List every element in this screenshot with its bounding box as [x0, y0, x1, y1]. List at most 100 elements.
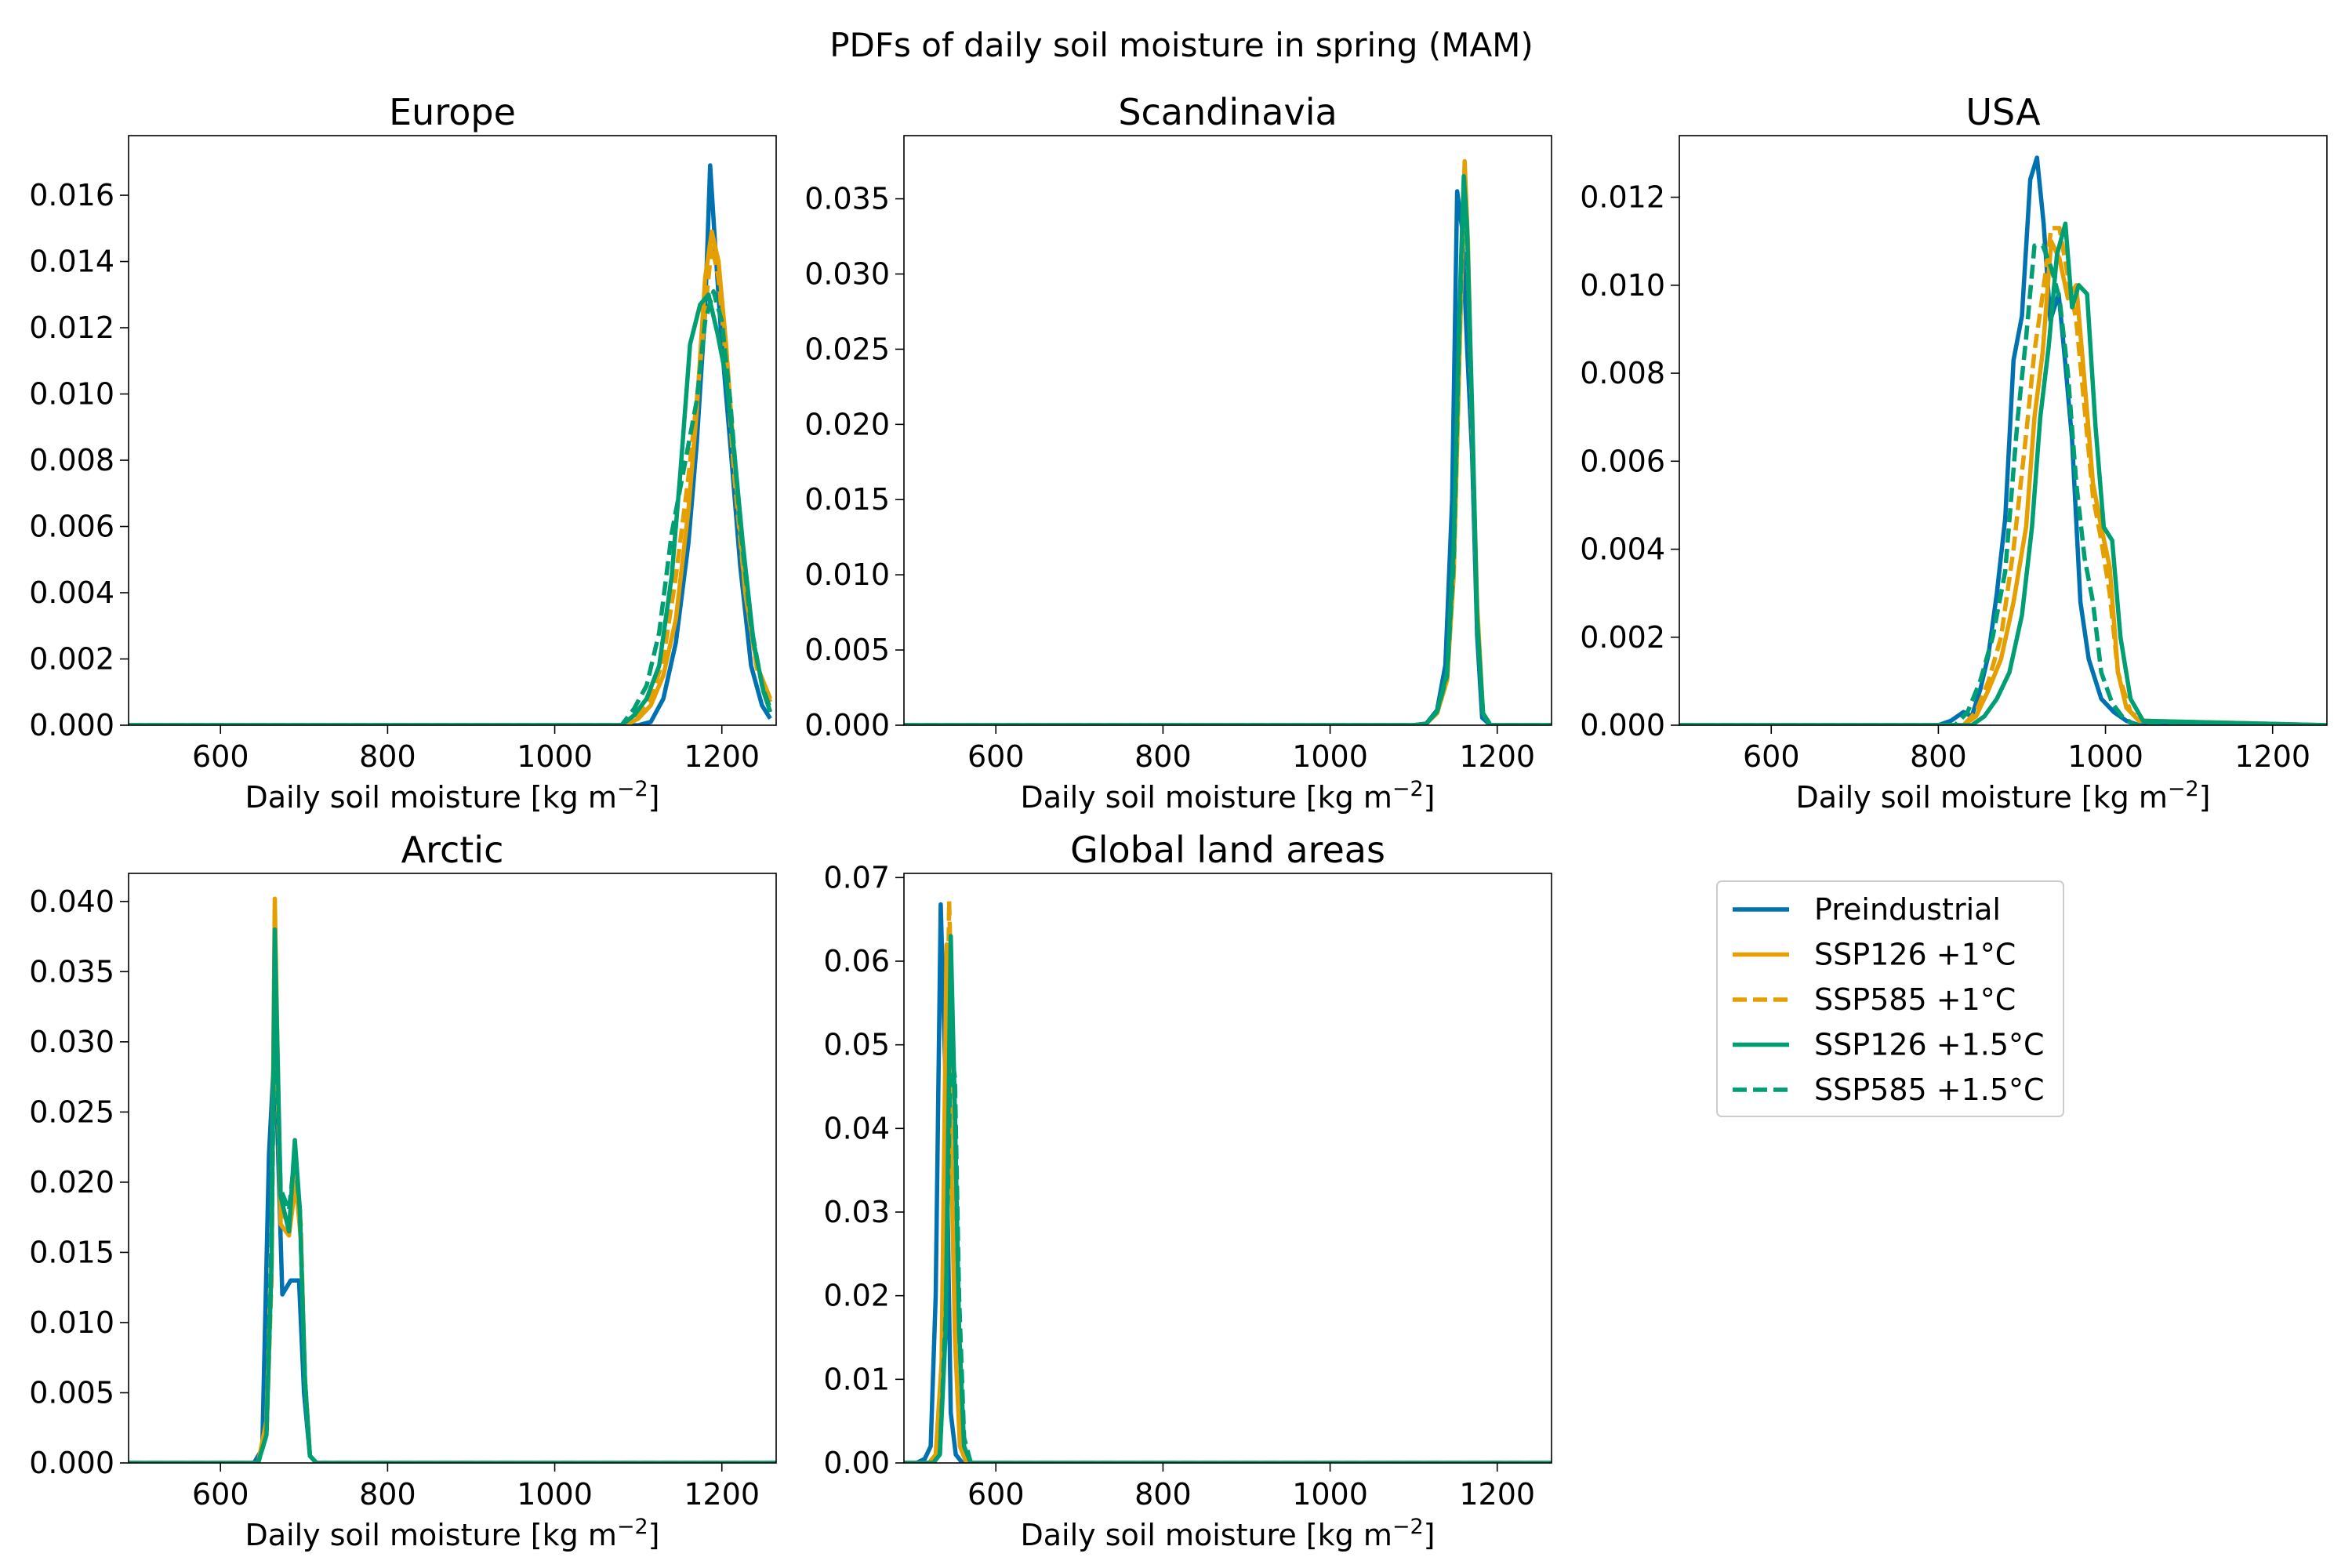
y-tick-label: 0.015	[29, 1235, 114, 1269]
y-tick-label: 0.012	[29, 310, 114, 345]
series-line-ssp126-1-5-c	[1679, 221, 2327, 725]
series-group	[129, 896, 776, 1463]
x-tick-label: 1000	[2067, 739, 2143, 774]
x-axis-label-close: ]	[1424, 1518, 1436, 1552]
x-axis-label: Daily soil moisture [kg m−2]	[1020, 777, 1435, 815]
series-line-ssp585-1-5-c	[129, 289, 773, 725]
y-tick-label: 0.00	[823, 1446, 890, 1480]
y-tick-label: 0.004	[1580, 532, 1665, 567]
y-tick-label: 0.015	[804, 482, 890, 517]
x-tick-label: 800	[1910, 739, 1967, 774]
legend-label: Preindustrial	[1814, 892, 2001, 927]
x-axis-label-main: Daily soil moisture [kg m	[245, 1518, 616, 1552]
panel-title: Europe	[389, 91, 516, 133]
x-tick-label: 1000	[1292, 1477, 1368, 1512]
plot-frame	[1679, 135, 2328, 726]
series-line-preindustrial	[904, 902, 1552, 1463]
y-tick-label: 0.002	[1580, 620, 1665, 655]
x-axis-label-close: ]	[648, 780, 660, 815]
y-tick-label: 0.020	[804, 407, 890, 441]
x-axis-label: Daily soil moisture [kg m−2]	[245, 1515, 659, 1552]
x-tick-label: 600	[192, 739, 249, 774]
y-tick-label: 0.010	[29, 1305, 114, 1340]
series-line-ssp585-1-c	[1679, 226, 2327, 725]
legend-item-ssp585-1-c: SSP585 +1°C	[1733, 982, 2016, 1017]
series-line-ssp585-1-c	[129, 242, 773, 725]
x-tick-label: 1200	[1459, 739, 1535, 774]
x-tick-label: 600	[967, 739, 1025, 774]
x-tick-label: 600	[967, 1477, 1025, 1512]
series-line-ssp585-1-5-c	[904, 1042, 1552, 1463]
y-tick-label: 0.030	[29, 1025, 114, 1059]
x-axis-label-main: Daily soil moisture [kg m	[245, 780, 616, 815]
legend-label: SSP585 +1°C	[1814, 982, 2016, 1017]
x-tick-label: 800	[1134, 1477, 1192, 1512]
x-tick-label: 600	[1743, 739, 1800, 774]
y-tick-label: 0.07	[823, 860, 890, 895]
x-axis-label-main: Daily soil moisture [kg m	[1020, 1518, 1392, 1552]
legend-item-ssp585-1-5-c: SSP585 +1.5°C	[1733, 1073, 2045, 1107]
x-tick-label: 600	[192, 1477, 249, 1512]
x-axis-label-close: ]	[2199, 780, 2211, 815]
y-tick-label: 0.04	[823, 1111, 890, 1145]
y-tick-label: 0.016	[29, 178, 114, 212]
panels: 600 800 1000 12000.0000.0020.0040.0060.0080…	[29, 91, 2328, 1552]
series-group	[1679, 155, 2327, 725]
series-line-ssp585-1-5-c	[129, 983, 776, 1463]
y-tick-label: 0.035	[804, 182, 890, 216]
series-line-ssp585-1-c	[904, 898, 1552, 1463]
y-tick-label: 0.025	[29, 1094, 114, 1129]
plot-frame	[903, 873, 1552, 1464]
y-tick-label: 0.000	[29, 708, 114, 742]
x-axis-label: Daily soil moisture [kg m−2]	[1020, 1515, 1435, 1552]
plot-frame	[903, 135, 1552, 726]
x-axis-label-exponent: −2	[1392, 1515, 1424, 1539]
x-tick-label: 800	[1134, 739, 1192, 774]
y-tick-label: 0.010	[29, 377, 114, 412]
y-tick-label: 0.000	[29, 1446, 114, 1480]
figure-suptitle: PDFs of daily soil moisture in spring (M…	[829, 26, 1534, 64]
x-tick-label: 800	[359, 1477, 416, 1512]
x-tick-label: 1000	[1292, 739, 1368, 774]
x-axis-label-main: Daily soil moisture [kg m	[1020, 780, 1392, 815]
y-tick-label: 0.06	[823, 944, 890, 978]
series-group	[904, 158, 1552, 725]
y-tick-label: 0.005	[29, 1375, 114, 1410]
x-axis-label: Daily soil moisture [kg m−2]	[1795, 777, 2210, 815]
panel-title: Arctic	[401, 829, 504, 871]
panel-global-land-areas: 600 800 1000 1200 0.00 0.01 0.02 0.03 0.04 0.05 0.…	[823, 829, 1552, 1552]
y-tick-label: 0.010	[804, 557, 890, 592]
x-axis-label-close: ]	[1424, 780, 1436, 815]
panel-title: Global land areas	[1070, 829, 1385, 871]
legend-box	[1716, 880, 2064, 1117]
legend-item-preindustrial: Preindustrial	[1733, 892, 2001, 927]
y-tick-label: 0.005	[804, 633, 890, 667]
y-tick-label: 0.03	[823, 1195, 890, 1229]
legend-label: SSP126 +1.5°C	[1814, 1028, 2045, 1062]
panel-scandinavia: 600 800 1000 1200 0.000 0.005 0.010 0.015 0.020 0…	[804, 91, 1552, 815]
y-tick-label: 0.002	[29, 642, 114, 677]
y-tick-label: 0.014	[29, 245, 114, 279]
legend-label: SSP126 +1°C	[1814, 938, 2016, 972]
panel-usa: 600 800 1000 1200 0.000 0.002 0.004 0.006 0.008 0…	[1580, 91, 2328, 815]
y-tick-label: 0.040	[29, 884, 114, 919]
x-axis-label-exponent: −2	[1392, 777, 1424, 801]
y-tick-label: 0.01	[823, 1362, 890, 1396]
x-axis-label-close: ]	[648, 1518, 660, 1552]
y-tick-label: 0.025	[804, 332, 890, 366]
y-tick-label: 0.010	[1580, 268, 1665, 303]
series-line-ssp585-1-5-c	[1679, 243, 2327, 725]
legend-item-ssp126-1-5-c: SSP126 +1.5°C	[1733, 1028, 2045, 1062]
y-tick-label: 0.030	[804, 256, 890, 291]
x-tick-label: 1200	[1459, 1477, 1535, 1512]
legend-item-ssp126-1-c: SSP126 +1°C	[1733, 938, 2016, 972]
y-tick-label: 0.008	[1580, 356, 1665, 390]
panel-europe: 600 800 1000 1200 0.000 0.002 0.004 0.006 0.008 0…	[29, 91, 777, 815]
y-tick-label: 0.000	[1580, 708, 1665, 742]
y-tick-label: 0.006	[29, 510, 114, 544]
plot-frame	[128, 135, 777, 726]
series-group	[904, 898, 1552, 1463]
x-axis-label: Daily soil moisture [kg m−2]	[245, 777, 659, 815]
